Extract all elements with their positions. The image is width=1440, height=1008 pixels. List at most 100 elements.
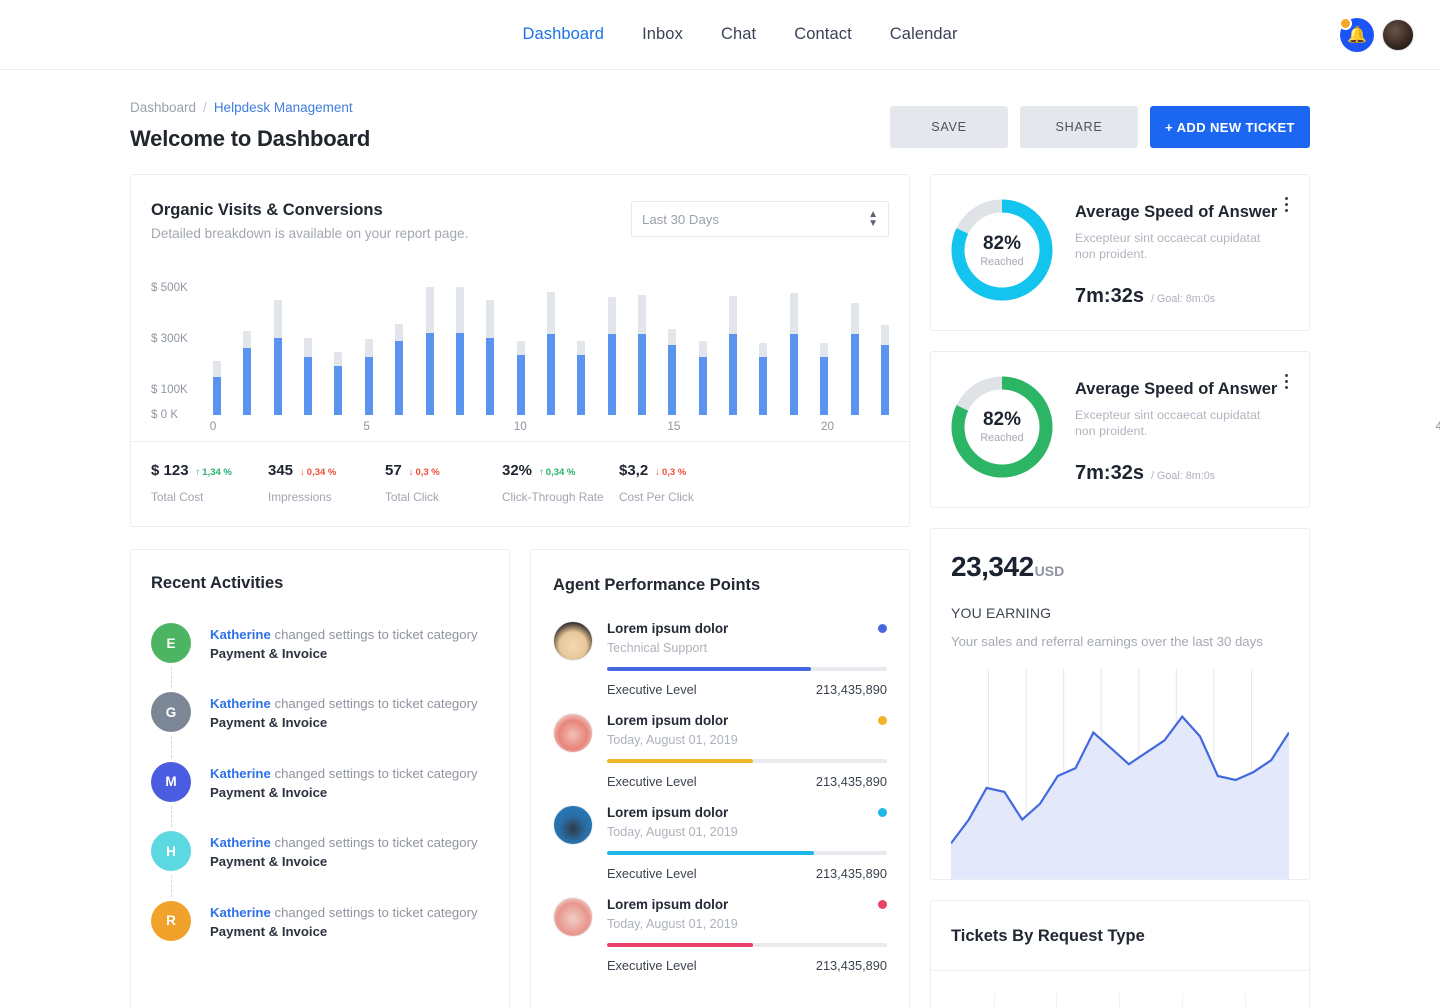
right-column: 82% Reached Average Speed of Answer Excepte… [930, 174, 1310, 1008]
bar-segment-visits [304, 356, 313, 415]
activity-avatar-initial: E [166, 635, 176, 651]
activity-user-link[interactable]: Katherine [210, 904, 271, 920]
bar-column[interactable] [395, 273, 404, 415]
stat-delta: ↑ 0,34 % [539, 467, 575, 478]
agent-points: 213,435,890 [815, 682, 887, 697]
bar-segment-conversions [486, 299, 495, 338]
bar-segment-conversions [577, 341, 586, 356]
activity-item[interactable]: R Katherine changed settings to ticket ca… [151, 900, 489, 941]
bar-column[interactable] [850, 273, 859, 415]
bar-column[interactable] [789, 273, 798, 415]
bar-column[interactable] [729, 273, 738, 415]
kebab-menu-icon[interactable] [1279, 197, 1293, 212]
bar-column[interactable] [607, 273, 616, 415]
agent-level-label: Executive Level [607, 774, 697, 789]
stat-label: Cost Per Click [619, 490, 694, 504]
activity-user-link[interactable]: Katherine [210, 835, 271, 851]
bar-column[interactable] [304, 273, 313, 415]
bar-column[interactable] [880, 273, 889, 415]
bar-column[interactable] [546, 273, 555, 415]
activity-user-link[interactable]: Katherine [210, 627, 271, 642]
bar-column[interactable] [273, 273, 282, 415]
nav-item-chat[interactable]: Chat [720, 25, 757, 43]
stat-delta: ↓ 0,34 % [300, 467, 336, 478]
progress-donut: 82% Reached [947, 195, 1057, 305]
bar-column[interactable] [213, 273, 221, 415]
bar-column[interactable] [668, 273, 677, 415]
nav-item-inbox[interactable]: Inbox [642, 25, 683, 43]
user-avatar[interactable] [1382, 18, 1414, 51]
activity-text: Katherine changed settings to ticket cat… [210, 623, 478, 663]
bar-column[interactable] [243, 273, 252, 415]
bar-column[interactable] [425, 273, 434, 415]
agent-meta: Today, August 01, 2019 [607, 825, 738, 839]
date-range-select[interactable]: Last 30 Days ▲ ▼ [631, 201, 889, 237]
agent-row[interactable]: Lorem ipsum dolor Today, August 01, 2019 E… [553, 713, 887, 789]
bar-segment-visits [850, 333, 859, 415]
bar-column[interactable] [638, 273, 647, 415]
bar-column[interactable] [455, 273, 464, 415]
donut-goal-label: / Goal: 8m:0s [1150, 292, 1216, 305]
bar-segment-visits [486, 337, 495, 415]
chart-card-header: Organic Visits & Conversions Detailed br… [131, 175, 909, 241]
nav-item-contact[interactable]: Contact [794, 25, 852, 43]
nav-item-dashboard[interactable]: Dashboard [522, 25, 605, 43]
activity-item[interactable]: E Katherine changed settings to ticket ca… [151, 623, 489, 692]
activity-user-link[interactable]: Katherine [210, 765, 271, 781]
bell-icon[interactable]: 🔔 [1340, 17, 1374, 52]
activity-avatar: R [151, 900, 191, 941]
agent-details: Lorem ipsum dolor Today, August 01, 2019 E… [607, 805, 887, 881]
stat-value: $3,2 [619, 462, 649, 479]
bar-column[interactable] [698, 273, 707, 415]
breadcrumb-current[interactable]: Helpdesk Management [213, 100, 353, 115]
earnings-description: Your sales and referral earnings over th… [951, 633, 1263, 649]
x-axis-tick: 5 [363, 419, 370, 433]
bar-column[interactable] [486, 273, 495, 415]
bar-column[interactable] [577, 273, 586, 415]
add-new-ticket-button[interactable]: + ADD NEW TICKET [1150, 106, 1310, 148]
activity-item[interactable]: M Katherine changed settings to ticket ca… [151, 761, 489, 831]
bar-column[interactable] [516, 273, 525, 415]
activity-item[interactable]: H Katherine changed settings to ticket ca… [151, 831, 489, 900]
stat-label: Impressions [268, 490, 332, 504]
arrow-down-icon: ↓ [655, 467, 660, 478]
bar-column[interactable] [820, 273, 829, 415]
donut-card-description: Excepteur sint occaecat cupidatat non pr… [1075, 231, 1261, 262]
earnings-area-chart [951, 668, 1289, 879]
bar-segment-conversions [546, 292, 555, 334]
chart-gridline [1244, 992, 1246, 1008]
stat-value: 345 [268, 462, 294, 479]
breadcrumb-root[interactable]: Dashboard [130, 100, 197, 115]
agent-avatar [553, 621, 593, 661]
activity-item[interactable]: G Katherine changed settings to ticket ca… [151, 692, 489, 761]
bar-segment-conversions [213, 360, 221, 377]
agent-row[interactable]: Lorem ipsum dolor Today, August 01, 2019 E… [553, 805, 887, 881]
spinner-arrows-icon[interactable]: ▲ ▼ [868, 209, 878, 229]
activity-action: changed settings to ticket category [274, 835, 478, 851]
bar-column[interactable] [364, 273, 373, 415]
agent-progress-track [607, 851, 887, 855]
chart-gridline [993, 992, 995, 1008]
bar-segment-conversions [789, 293, 798, 334]
nav-item-calendar[interactable]: Calendar [889, 25, 958, 43]
share-button[interactable]: SHARE [1020, 106, 1138, 148]
bar-segment-visits [273, 337, 282, 415]
bar-segment-visits [759, 356, 768, 415]
save-button[interactable]: SAVE [890, 106, 1008, 148]
bar-segment-visits [546, 333, 555, 415]
page-actions: SAVE SHARE + ADD NEW TICKET [890, 100, 1310, 148]
recent-activities-title: Recent Activities [151, 574, 284, 592]
recent-activities-card: Recent Activities E Katherine changed set… [130, 549, 510, 1008]
activity-text: Katherine changed settings to ticket cat… [210, 901, 478, 941]
activity-user-link[interactable]: Katherine [210, 696, 271, 712]
agent-progress-fill [607, 667, 812, 671]
kebab-menu-icon[interactable] [1279, 373, 1293, 389]
notification-bell-button[interactable]: 🔔 [1339, 16, 1374, 52]
agent-details: Lorem ipsum dolor Today, August 01, 2019 E… [607, 713, 887, 789]
agent-row[interactable]: Lorem ipsum dolor Technical Support Execut… [553, 621, 887, 697]
agent-row[interactable]: Lorem ipsum dolor Today, August 01, 2019 E… [553, 897, 887, 973]
bar-column[interactable] [334, 273, 343, 415]
x-axis-tick: 0 [209, 419, 217, 433]
bar-column[interactable] [759, 273, 768, 415]
activity-category: Payment & Invoice [210, 854, 328, 870]
